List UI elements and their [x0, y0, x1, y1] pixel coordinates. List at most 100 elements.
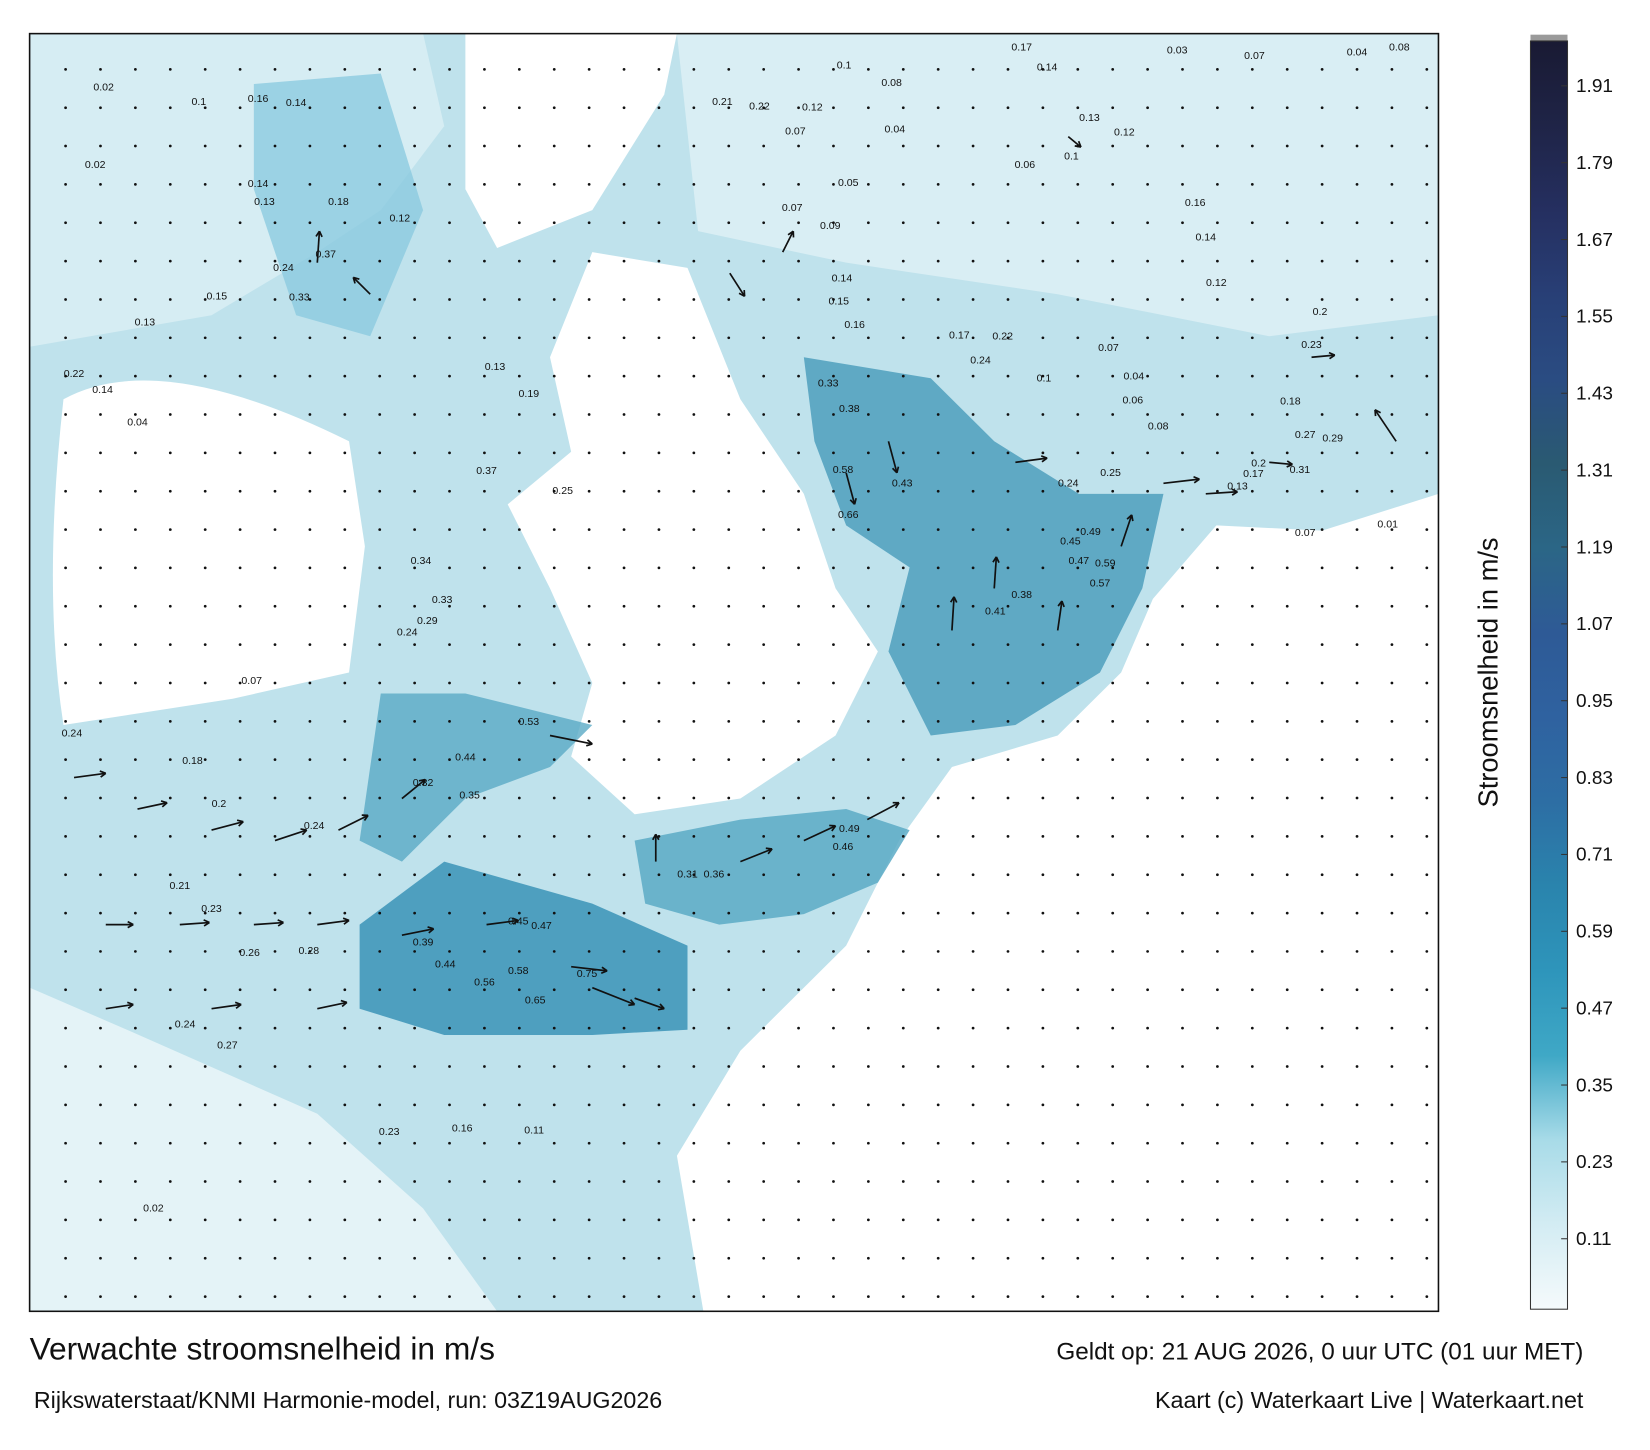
- grid-dot: [587, 489, 591, 493]
- arrow-head: [849, 498, 857, 505]
- grid-dot: [1041, 950, 1045, 953]
- grid-dot: [797, 221, 800, 225]
- grid-dot: [134, 950, 137, 953]
- grid-dot: [238, 758, 242, 762]
- grid-dot: [1320, 413, 1324, 416]
- grid-dot: [1216, 451, 1219, 455]
- grid-dot: [378, 1065, 382, 1068]
- grid-dot: [936, 604, 940, 608]
- grid-dot: [1250, 681, 1254, 685]
- grid-dot: [273, 1180, 277, 1183]
- grid-dot: [797, 1256, 800, 1260]
- grid-dot: [657, 106, 661, 110]
- grid-dot: [1390, 950, 1394, 953]
- grid-dot: [1006, 911, 1010, 915]
- speed-label: 0.18: [328, 196, 349, 208]
- arrow-shaft: [317, 1001, 348, 1010]
- grid-dot: [343, 489, 347, 493]
- grid-dot: [1006, 1065, 1010, 1068]
- grid-dot: [657, 259, 661, 263]
- grid-dot: [378, 796, 382, 800]
- arrow-shaft: [803, 825, 836, 842]
- grid-dot: [483, 528, 486, 531]
- grid-dot: [1250, 298, 1254, 301]
- grid-dot: [866, 1218, 870, 1222]
- grid-dot: [1390, 67, 1394, 71]
- grid-dot: [168, 106, 172, 110]
- grid-dot: [866, 1295, 870, 1298]
- grid-dot: [1355, 1218, 1359, 1222]
- speed-label: 0.1: [192, 96, 207, 108]
- grid-dot: [99, 604, 102, 608]
- grid-dot: [448, 643, 451, 646]
- grid-dot: [343, 144, 347, 148]
- grid-dot: [1111, 911, 1115, 915]
- speed-label: 0.23: [1301, 339, 1322, 351]
- grid-dot: [168, 681, 172, 685]
- grid-dot: [1181, 604, 1184, 608]
- channel: [253, 73, 424, 337]
- grid-dot: [1320, 374, 1324, 378]
- grid-dot: [308, 1295, 312, 1298]
- grid-dot: [238, 835, 242, 838]
- grid-dot: [1216, 1295, 1219, 1298]
- arrow-shaft: [1015, 457, 1048, 464]
- grid-dot: [1146, 336, 1149, 340]
- grid-dot: [971, 1103, 975, 1107]
- grid-dot: [1111, 1103, 1115, 1107]
- grid-dot: [448, 566, 451, 570]
- grid-dot: [273, 183, 277, 186]
- grid-dot: [552, 489, 556, 493]
- grid-dot: [1425, 1103, 1429, 1107]
- grid-dot: [378, 758, 382, 762]
- grid-dot: [448, 1141, 451, 1145]
- grid-dot: [64, 950, 67, 953]
- arrow-shaft: [887, 441, 898, 474]
- grid-dot: [587, 259, 591, 263]
- grid-dot: [343, 643, 347, 646]
- speed-label: 0.04: [127, 417, 148, 429]
- grid-dot: [552, 221, 556, 225]
- grid-dot: [99, 758, 102, 762]
- grid-dot: [692, 183, 696, 186]
- grid-dot: [1285, 221, 1289, 225]
- grid-dot: [99, 1256, 102, 1260]
- grid-dot: [1006, 259, 1010, 263]
- grid-dot: [483, 911, 486, 915]
- grid-dot: [797, 1180, 800, 1183]
- grid-dot: [168, 758, 172, 762]
- grid-dot: [448, 1218, 451, 1222]
- grid-dot: [622, 1218, 626, 1222]
- grid-dot: [1006, 873, 1010, 877]
- arrow-head: [315, 230, 323, 238]
- grid-dot: [1320, 67, 1324, 71]
- speed-label: 0.49: [839, 823, 860, 835]
- grid-dot: [273, 1026, 277, 1030]
- grid-dot: [168, 183, 172, 186]
- grid-dot: [1006, 758, 1010, 762]
- grid-dot: [168, 528, 172, 531]
- grid-dot: [273, 1295, 277, 1298]
- grid-dot: [901, 1026, 905, 1030]
- grid-dot: [1355, 413, 1359, 416]
- grid-dot: [762, 1180, 766, 1183]
- grid-dot: [238, 1218, 242, 1222]
- grid-dot: [448, 1065, 451, 1068]
- grid-dot: [1425, 106, 1429, 110]
- grid-dot: [1425, 604, 1429, 608]
- grid-dot: [1006, 221, 1010, 225]
- grid-dot: [1076, 336, 1080, 340]
- grid-dot: [1390, 1141, 1394, 1145]
- arrow-head: [1074, 140, 1082, 148]
- grid-dot: [1285, 183, 1289, 186]
- grid-dot: [1425, 413, 1429, 416]
- grid-dot: [1181, 1218, 1184, 1222]
- colorbar-label: Stroomsnelheid in m/s: [1473, 537, 1504, 807]
- grid-dot: [1250, 988, 1254, 992]
- grid-dot: [238, 1256, 242, 1260]
- grid-dot: [1425, 183, 1429, 186]
- grid-dot: [1216, 796, 1219, 800]
- speed-label: 0.14: [1195, 232, 1216, 244]
- grid-dot: [901, 873, 905, 877]
- grid-dot: [866, 528, 870, 531]
